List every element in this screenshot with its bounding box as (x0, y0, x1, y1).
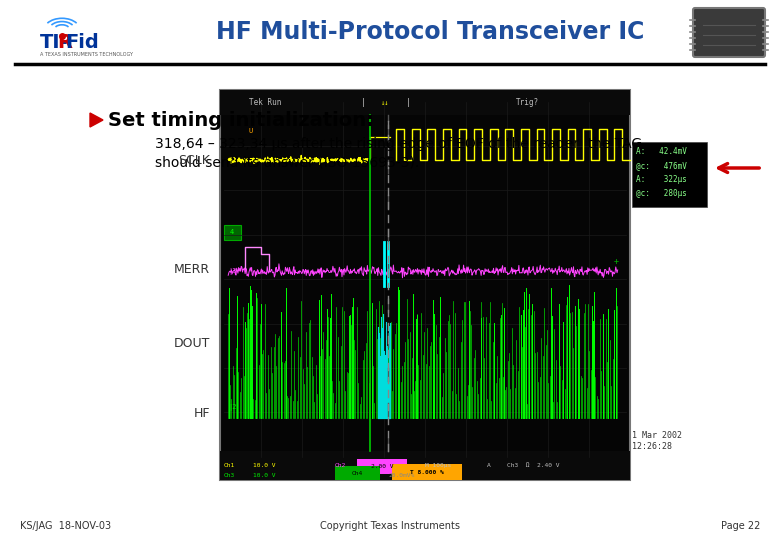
Text: Ch1: Ch1 (224, 463, 236, 468)
Text: @c:   476mV: @c: 476mV (636, 161, 687, 171)
Text: |3: |3 (229, 268, 236, 275)
Text: HF: HF (193, 407, 210, 420)
Text: A: A (487, 463, 491, 468)
Text: Τ 8.000 %: Τ 8.000 % (410, 470, 444, 475)
Text: 2.00 V: 2.00 V (370, 464, 393, 469)
Text: Ch3  Ω  2.40 V: Ch3 Ω 2.40 V (507, 463, 559, 468)
Text: Copyright Texas Instruments: Copyright Texas Instruments (320, 521, 460, 531)
Bar (220, 90, 630, 480)
Bar (220, 451, 630, 480)
Text: DOUT: DOUT (174, 337, 210, 350)
Text: 20.0mV%: 20.0mV% (388, 473, 414, 478)
Text: HF Multi-Protocol Transceiver IC: HF Multi-Protocol Transceiver IC (216, 20, 644, 44)
Text: should send its answer (ISO 15693-3).: should send its answer (ISO 15693-3). (155, 155, 420, 169)
Text: @c:   280µs: @c: 280µs (636, 190, 687, 199)
Text: 10.0 V: 10.0 V (253, 463, 275, 468)
Text: ↓↓: ↓↓ (380, 100, 388, 106)
FancyBboxPatch shape (693, 8, 765, 57)
Text: SCLK: SCLK (178, 154, 210, 167)
Text: |2: |2 (229, 404, 236, 411)
Text: |: | (361, 98, 366, 107)
Text: Page 22: Page 22 (721, 521, 760, 531)
Bar (392, 464, 462, 480)
Text: Ch4: Ch4 (352, 471, 363, 476)
Text: Set timing initialization:: Set timing initialization: (108, 111, 374, 130)
Text: A:    322µs: A: 322µs (636, 176, 687, 185)
Bar (632, 142, 707, 207)
Text: Ch3: Ch3 (224, 473, 236, 478)
Text: Fid: Fid (65, 33, 99, 52)
Text: U: U (249, 128, 253, 134)
Text: Trig?: Trig? (516, 98, 539, 107)
Text: |1: |1 (229, 157, 236, 164)
Text: +: + (614, 257, 619, 266)
Text: Ch2: Ch2 (335, 463, 346, 468)
Text: MERR: MERR (174, 263, 210, 276)
Text: 4: 4 (230, 230, 235, 235)
Text: TI-: TI- (40, 33, 69, 52)
Text: Tek Run: Tek Run (249, 98, 281, 107)
Bar (224, 225, 240, 240)
Bar (220, 90, 630, 116)
Text: 318,64 – 323,34 µs after the rising edge of EOF of the reader, the TAG: 318,64 – 323,34 µs after the rising edge… (155, 137, 642, 151)
Text: 1 Mar 2002
12:26:28: 1 Mar 2002 12:26:28 (632, 431, 682, 451)
Bar (357, 460, 406, 474)
Text: A:   42.4mV: A: 42.4mV (636, 147, 687, 157)
Text: KS/JAG  18-NOV-03: KS/JAG 18-NOV-03 (20, 521, 111, 531)
Text: 10.0 V: 10.0 V (253, 473, 275, 478)
Text: |: | (406, 98, 411, 107)
Text: A TEXAS INSTRUMENTS TECHNOLOGY: A TEXAS INSTRUMENTS TECHNOLOGY (40, 52, 133, 57)
Text: R: R (57, 33, 72, 52)
Text: M 100µs: M 100µs (425, 463, 452, 468)
Bar (335, 466, 380, 480)
Polygon shape (90, 113, 103, 127)
